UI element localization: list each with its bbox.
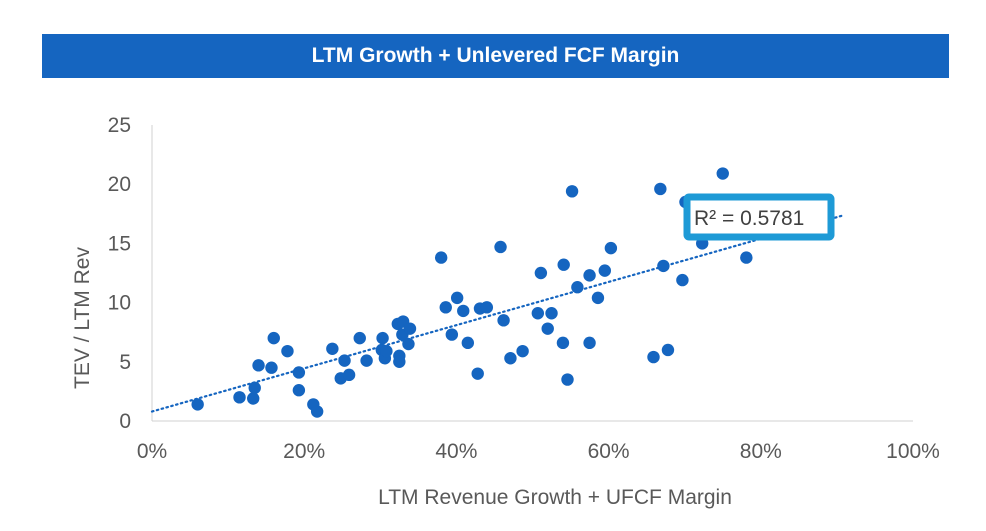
y-tick-label: 10 bbox=[108, 292, 131, 315]
data-point bbox=[247, 392, 260, 405]
data-point bbox=[445, 328, 459, 341]
y-tick-labels: 0 5 10 15 20 25 bbox=[108, 114, 131, 433]
data-point bbox=[439, 301, 452, 314]
chart-title: LTM Growth + Unlevered FCF Margin bbox=[42, 34, 949, 78]
r2-label-group: R² = 0.5781 bbox=[683, 193, 835, 241]
data-point bbox=[604, 241, 618, 255]
y-tick-label: 15 bbox=[108, 232, 131, 255]
y-tick-label: 5 bbox=[119, 351, 131, 374]
data-point bbox=[248, 381, 261, 395]
data-point bbox=[565, 185, 579, 198]
data-point bbox=[497, 314, 510, 327]
data-points bbox=[191, 167, 753, 418]
data-point bbox=[360, 354, 373, 367]
x-tick-label: 60% bbox=[588, 440, 630, 463]
data-point bbox=[676, 273, 689, 287]
data-point bbox=[661, 343, 675, 357]
data-point bbox=[716, 167, 729, 180]
data-point bbox=[434, 251, 448, 264]
data-point bbox=[338, 354, 351, 367]
data-point bbox=[740, 251, 753, 264]
data-point bbox=[583, 336, 596, 350]
data-point bbox=[353, 331, 366, 345]
data-point bbox=[516, 344, 529, 358]
data-point bbox=[534, 266, 548, 280]
trendline-group bbox=[150, 213, 846, 413]
data-point bbox=[657, 259, 670, 273]
data-point bbox=[654, 182, 667, 196]
y-axis-title: TEV / LTM Rev bbox=[71, 247, 94, 389]
data-point bbox=[310, 405, 324, 418]
data-point bbox=[591, 291, 605, 305]
data-point bbox=[557, 258, 570, 271]
data-point bbox=[480, 301, 494, 314]
data-point bbox=[556, 336, 570, 350]
data-point bbox=[461, 336, 475, 350]
data-point bbox=[598, 264, 611, 277]
data-point bbox=[191, 398, 204, 411]
x-tick-labels: 0% 20% 40% 60% 80% 100% bbox=[137, 440, 940, 463]
data-point bbox=[233, 391, 246, 404]
data-point bbox=[292, 384, 306, 397]
data-point bbox=[571, 281, 584, 294]
x-tick-label: 80% bbox=[740, 440, 782, 463]
data-point bbox=[504, 352, 517, 365]
data-point bbox=[281, 344, 294, 358]
data-point bbox=[292, 366, 306, 379]
y-tick-label: 0 bbox=[119, 410, 131, 433]
data-point bbox=[326, 342, 339, 355]
data-point bbox=[541, 322, 554, 335]
x-axis-title: LTM Revenue Growth + UFCF Margin bbox=[378, 486, 732, 509]
x-tick-label: 100% bbox=[886, 440, 940, 463]
data-point bbox=[402, 337, 415, 351]
data-point bbox=[457, 304, 470, 318]
data-point bbox=[647, 350, 660, 364]
y-tick-label: 20 bbox=[108, 173, 131, 196]
data-point bbox=[531, 307, 545, 320]
data-point bbox=[393, 355, 406, 368]
data-point bbox=[252, 359, 265, 372]
axes bbox=[151, 125, 913, 422]
y-tick-label: 25 bbox=[108, 114, 131, 137]
data-point bbox=[380, 344, 393, 358]
data-point bbox=[471, 367, 484, 380]
data-point bbox=[265, 361, 278, 374]
data-point bbox=[545, 307, 558, 320]
data-point bbox=[583, 269, 596, 282]
data-point bbox=[561, 373, 574, 386]
data-point bbox=[342, 368, 356, 382]
x-tick-label: 0% bbox=[137, 440, 167, 463]
data-point bbox=[403, 322, 417, 335]
data-point bbox=[267, 331, 280, 345]
trendline bbox=[150, 213, 846, 413]
r2-label: R² = 0.5781 bbox=[694, 207, 804, 230]
r2-label-box bbox=[683, 193, 835, 241]
x-tick-label: 40% bbox=[435, 440, 477, 463]
data-point bbox=[450, 291, 464, 305]
data-point bbox=[494, 240, 507, 254]
x-tick-label: 20% bbox=[283, 440, 325, 463]
data-point bbox=[376, 331, 389, 345]
